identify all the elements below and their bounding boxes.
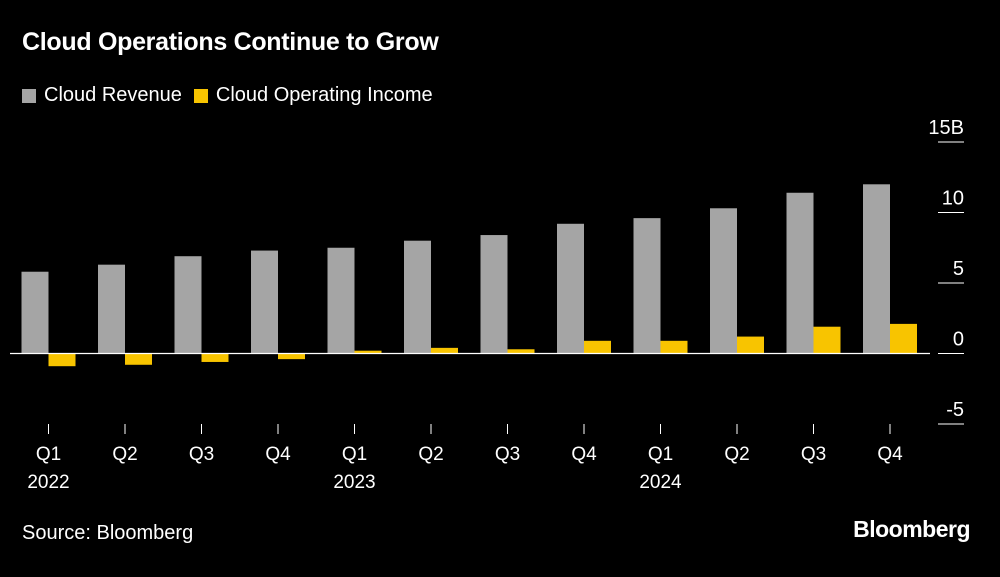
- x-tick-label-8: Q1: [648, 444, 673, 465]
- income-bar-0: [48, 353, 76, 367]
- x-tick-label-11: Q4: [877, 444, 903, 465]
- income-bar-10: [813, 326, 841, 354]
- income-bar-11: [890, 323, 917, 354]
- income-bar-3: [278, 353, 305, 360]
- legend-swatch-income: [193, 88, 208, 103]
- revenue-bar-4: [327, 247, 355, 354]
- income-bar-6: [507, 349, 535, 354]
- income-bar-2: [201, 353, 229, 362]
- revenue-bar-1: [98, 264, 125, 354]
- legend-label-income: Cloud Operating Income: [215, 84, 433, 106]
- revenue-bar-3: [251, 250, 278, 354]
- legend-item-income: Cloud Operating Income: [193, 84, 433, 107]
- legend-label-revenue: Cloud Revenue: [44, 84, 182, 106]
- revenue-bar-9: [710, 208, 737, 354]
- bloomberg-logo: Bloomberg: [853, 516, 970, 542]
- revenue-bar-7: [557, 223, 584, 354]
- legend-swatch-revenue: [22, 88, 36, 103]
- x-tick-label-10: Q3: [801, 444, 826, 465]
- y-tick-label-0: 15B: [928, 117, 964, 139]
- revenue-bar-6: [480, 235, 508, 354]
- y-tick-label-2: 5: [953, 258, 964, 280]
- y-tick-label-3: 0: [953, 329, 964, 351]
- income-bar-1: [125, 353, 152, 365]
- y-tick-label-4: -5: [946, 399, 964, 421]
- revenue-bar-8: [633, 218, 661, 354]
- source-note: Source: Bloomberg: [22, 522, 194, 544]
- income-bar-5: [431, 347, 458, 354]
- x-tick-label-3: Q4: [265, 444, 291, 465]
- income-bar-8: [660, 340, 688, 354]
- income-bar-4: [354, 350, 382, 354]
- y-tick-label-1: 10: [942, 188, 964, 210]
- legend: Cloud Revenue Cloud Operating Income: [22, 84, 445, 107]
- x-tick-label-0: Q1: [36, 444, 61, 465]
- income-bar-9: [737, 336, 764, 354]
- x-year-label-1: 2023: [333, 472, 375, 493]
- x-tick-label-5: Q2: [418, 444, 443, 465]
- legend-item-revenue: Cloud Revenue: [22, 84, 182, 107]
- x-tick-label-4: Q1: [342, 444, 367, 465]
- revenue-bar-11: [863, 184, 890, 354]
- revenue-bar-2: [174, 256, 202, 354]
- x-year-label-0: 2022: [27, 472, 69, 493]
- x-tick-label-2: Q3: [189, 444, 214, 465]
- chart-title: Cloud Operations Continue to Grow: [22, 28, 439, 56]
- x-tick-label-9: Q2: [724, 444, 749, 465]
- revenue-bar-5: [404, 240, 431, 354]
- revenue-bar-10: [786, 192, 814, 354]
- x-year-label-2: 2024: [639, 472, 682, 493]
- revenue-bar-0: [21, 271, 49, 354]
- x-tick-label-1: Q2: [112, 444, 137, 465]
- x-tick-label-6: Q3: [495, 444, 520, 465]
- income-bar-7: [584, 340, 611, 354]
- x-tick-label-7: Q4: [571, 444, 597, 465]
